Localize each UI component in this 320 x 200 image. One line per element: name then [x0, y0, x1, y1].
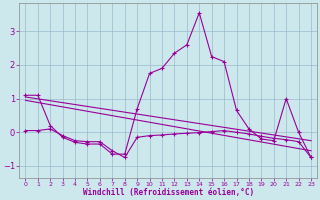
X-axis label: Windchill (Refroidissement éolien,°C): Windchill (Refroidissement éolien,°C) [83, 188, 254, 197]
